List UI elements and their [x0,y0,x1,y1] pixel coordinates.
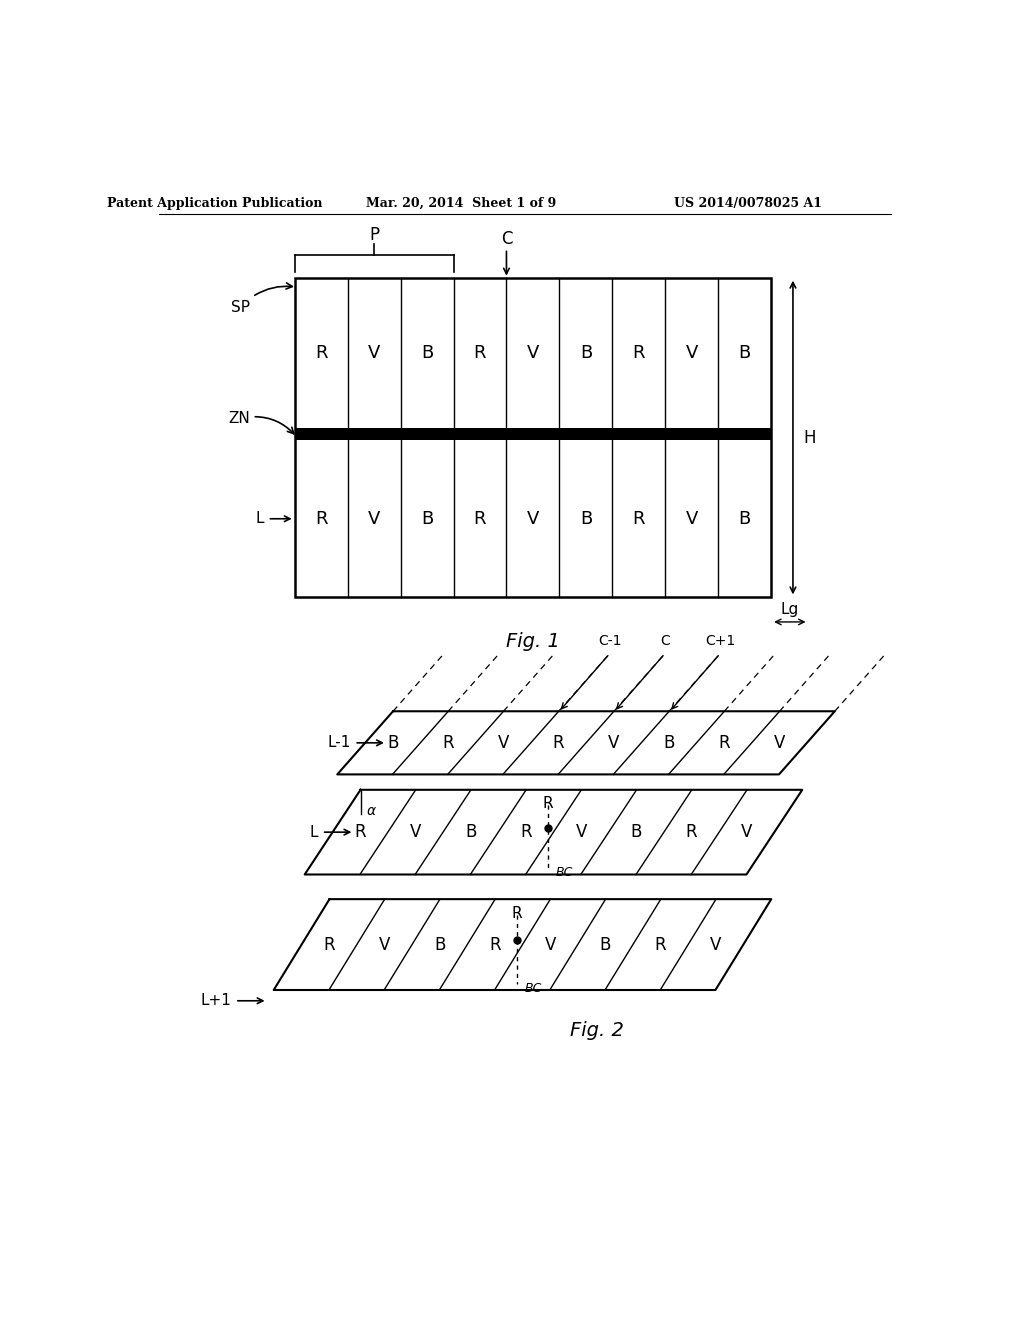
Text: Patent Application Publication: Patent Application Publication [108,197,323,210]
Text: V: V [498,734,509,752]
Text: L: L [255,511,263,527]
Text: R: R [489,936,501,953]
Text: V: V [410,824,421,841]
Text: V: V [608,734,620,752]
Text: P: P [369,226,379,244]
Text: V: V [368,343,380,362]
Text: B: B [434,936,445,953]
Text: R: R [442,734,454,752]
Text: B: B [580,510,592,528]
Text: R: R [314,510,328,528]
Text: $\alpha$: $\alpha$ [366,804,377,818]
Text: US 2014/0078025 A1: US 2014/0078025 A1 [674,197,822,210]
Text: Fig. 2: Fig. 2 [570,1020,624,1040]
Text: B: B [465,824,476,841]
Text: Mar. 20, 2014  Sheet 1 of 9: Mar. 20, 2014 Sheet 1 of 9 [367,197,556,210]
Text: R: R [633,343,645,362]
Text: BC: BC [556,866,573,879]
Text: V: V [741,824,753,841]
Text: R: R [520,824,531,841]
Text: L-1: L-1 [327,735,350,750]
Text: V: V [368,510,380,528]
Text: B: B [600,936,611,953]
Text: R: R [474,510,486,528]
Text: V: V [526,510,539,528]
Text: L: L [309,825,317,840]
Text: B: B [421,510,433,528]
Text: SP: SP [230,282,292,314]
Text: V: V [773,734,785,752]
Text: B: B [738,510,751,528]
Text: V: V [686,343,698,362]
Text: B: B [421,343,433,362]
Text: R: R [543,796,553,812]
Text: V: V [575,824,587,841]
Text: R: R [654,936,667,953]
Text: H: H [804,429,816,446]
Text: L+1: L+1 [201,993,231,1008]
Text: R: R [354,824,366,841]
Text: R: R [314,343,328,362]
Text: R: R [474,343,486,362]
Bar [295,428,771,441]
Text: BC: BC [524,982,542,995]
Text: R: R [324,936,335,953]
Text: Lg: Lg [780,602,799,618]
Text: R: R [686,824,697,841]
Text: B: B [580,343,592,362]
Text: V: V [526,343,539,362]
Text: ZN: ZN [228,411,294,434]
Text: R: R [512,906,522,920]
Text: C: C [660,634,670,648]
Text: Fig. 1: Fig. 1 [506,632,560,652]
Text: B: B [664,734,675,752]
Text: C: C [501,230,512,248]
Text: C+1: C+1 [706,634,735,648]
Text: V: V [686,510,698,528]
Text: R: R [633,510,645,528]
Bar [295,277,771,598]
Text: B: B [631,824,642,841]
Text: C-1: C-1 [598,634,622,648]
Text: V: V [545,936,556,953]
Text: B: B [387,734,398,752]
Text: R: R [718,734,730,752]
Text: R: R [553,734,564,752]
Text: V: V [710,936,722,953]
Text: V: V [379,936,390,953]
Text: B: B [738,343,751,362]
